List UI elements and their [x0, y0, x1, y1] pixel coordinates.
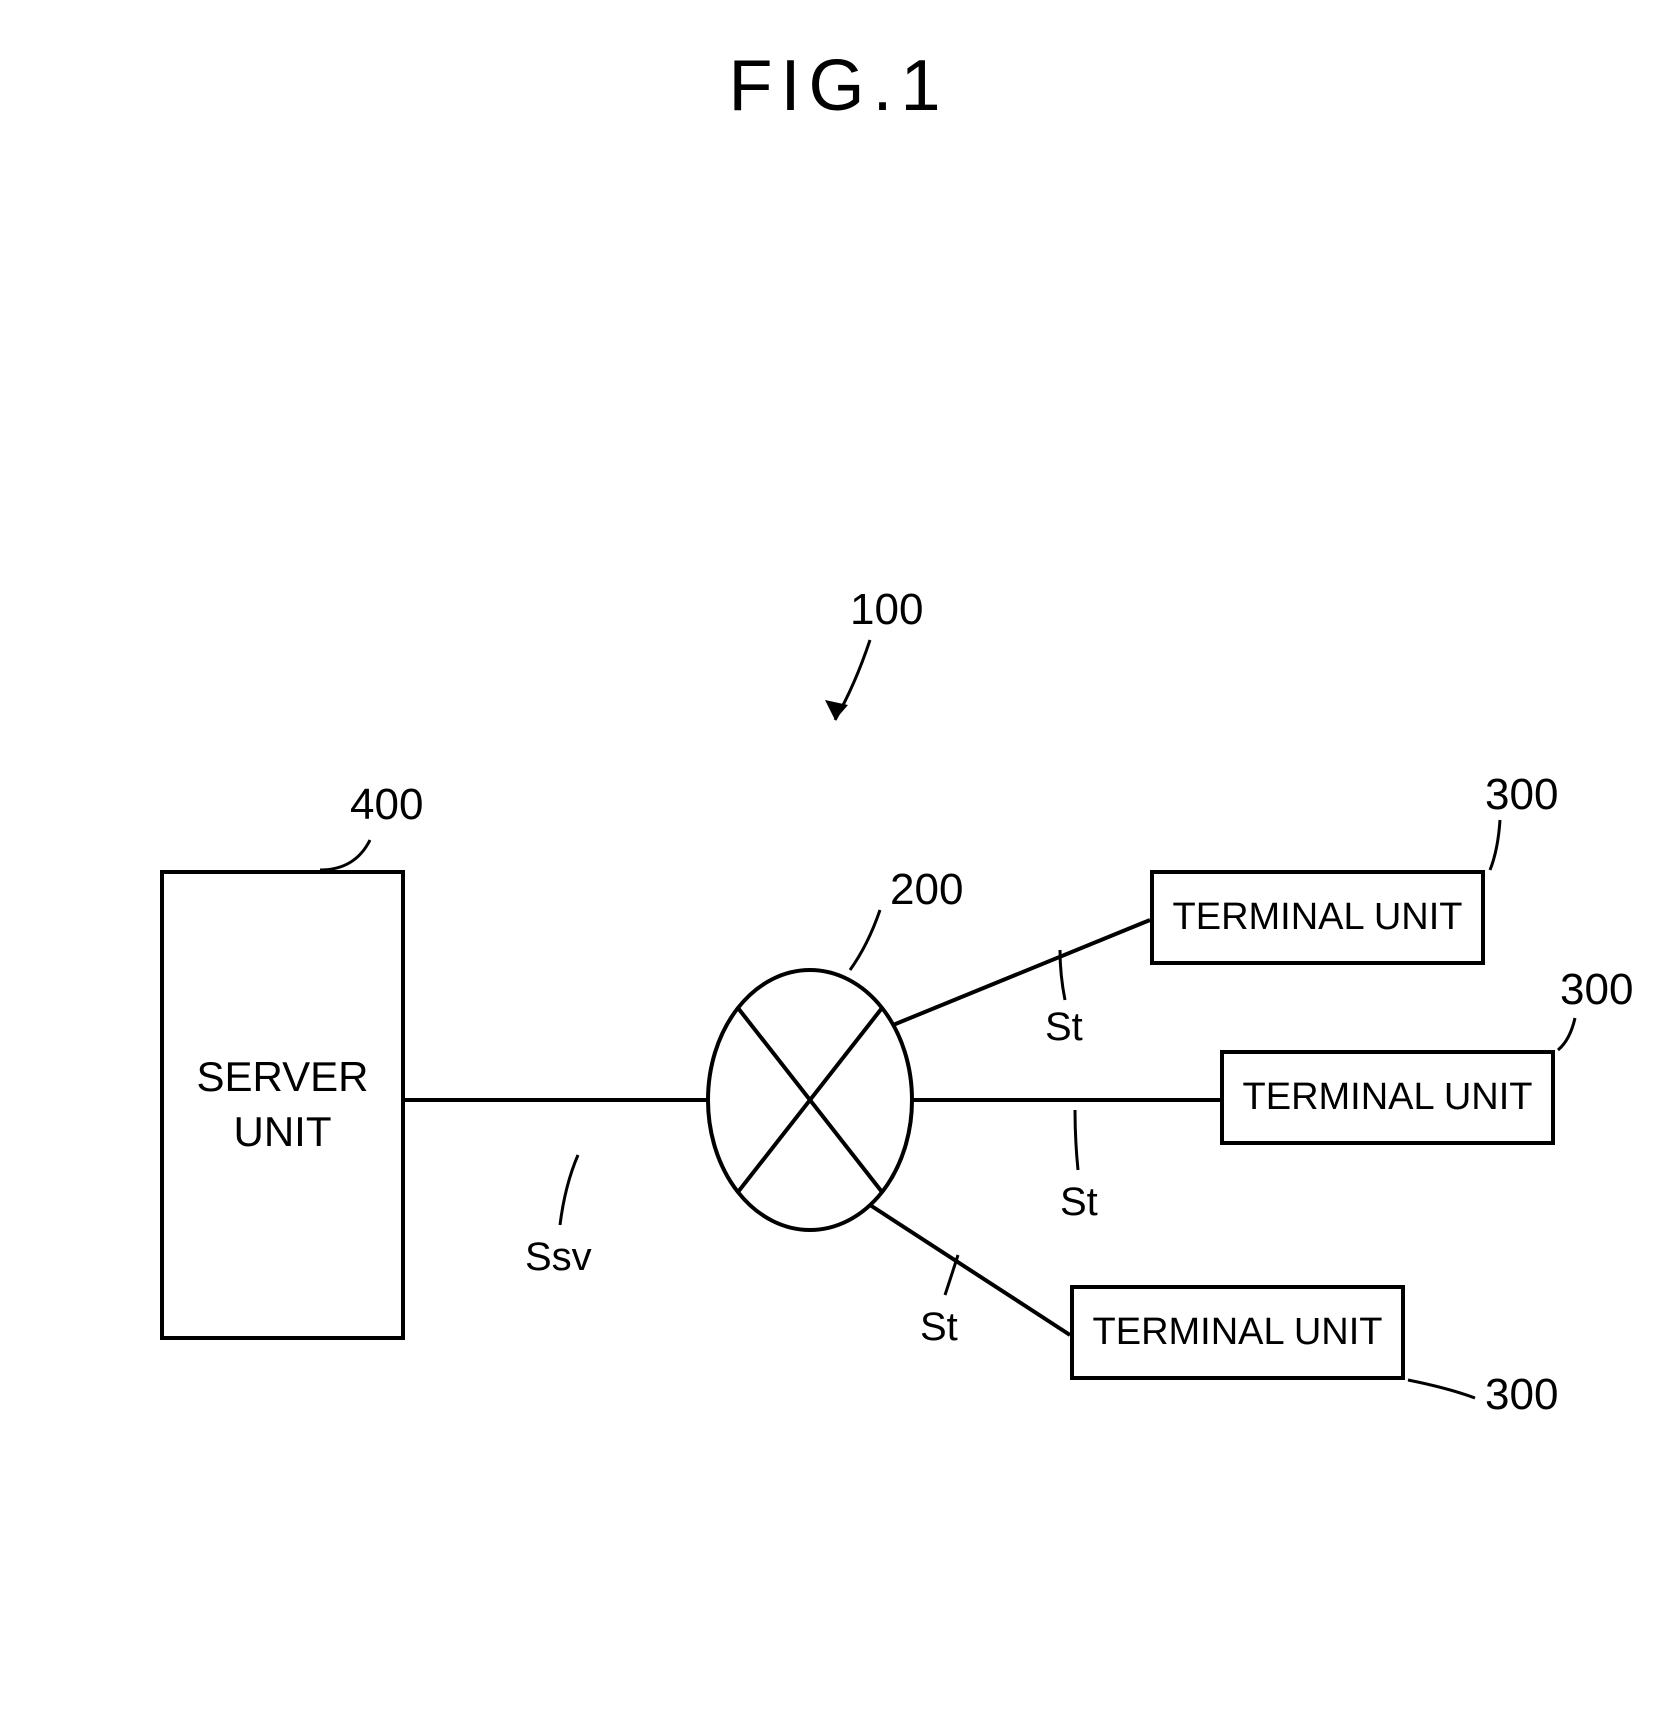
diagram-svg: [0, 0, 1677, 1732]
leader-st-2: [1075, 1110, 1078, 1170]
leader-300-1: [1490, 820, 1500, 870]
terminal-label-3: TERMINAL UNIT: [1093, 1311, 1383, 1354]
terminal-label-2: TERMINAL UNIT: [1243, 1076, 1533, 1119]
leader-ssv: [560, 1155, 578, 1225]
ref-100: 100: [850, 585, 923, 635]
terminal-node-1: TERMINAL UNIT: [1150, 870, 1485, 965]
terminal-node-3: TERMINAL UNIT: [1070, 1285, 1405, 1380]
edge-label-st-3: St: [920, 1305, 958, 1350]
terminal-node-2: TERMINAL UNIT: [1220, 1050, 1555, 1145]
leader-200: [850, 910, 880, 970]
edge-label-ssv: Ssv: [525, 1235, 592, 1280]
hub-node: [708, 970, 912, 1230]
leader-400: [320, 840, 370, 870]
leader-st-1: [1060, 950, 1065, 1000]
edge-label-st-1: St: [1045, 1005, 1083, 1050]
hub-x-line-2: [738, 1008, 882, 1192]
leader-300-2: [1558, 1018, 1575, 1050]
diagram: SERVER UNIT TERMINAL UNIT TERMINAL UNIT …: [0, 0, 1677, 1732]
edge-hub-terminal1: [893, 920, 1150, 1025]
leader-st-3: [945, 1255, 958, 1295]
server-label: SERVER UNIT: [197, 1050, 369, 1159]
edge-hub-terminal3: [870, 1205, 1070, 1335]
leader-300-3: [1408, 1380, 1475, 1398]
server-node: SERVER UNIT: [160, 870, 405, 1340]
ref-300-3: 300: [1485, 1370, 1558, 1420]
ref-300-2: 300: [1560, 965, 1633, 1015]
ref-300-1: 300: [1485, 770, 1558, 820]
arrow-100-head: [825, 700, 848, 720]
terminal-label-1: TERMINAL UNIT: [1173, 896, 1463, 939]
edge-label-st-2: St: [1060, 1180, 1098, 1225]
hub-x-line-1: [738, 1008, 882, 1192]
ref-200: 200: [890, 865, 963, 915]
ref-400: 400: [350, 780, 423, 830]
arrow-100-shaft: [835, 640, 870, 720]
